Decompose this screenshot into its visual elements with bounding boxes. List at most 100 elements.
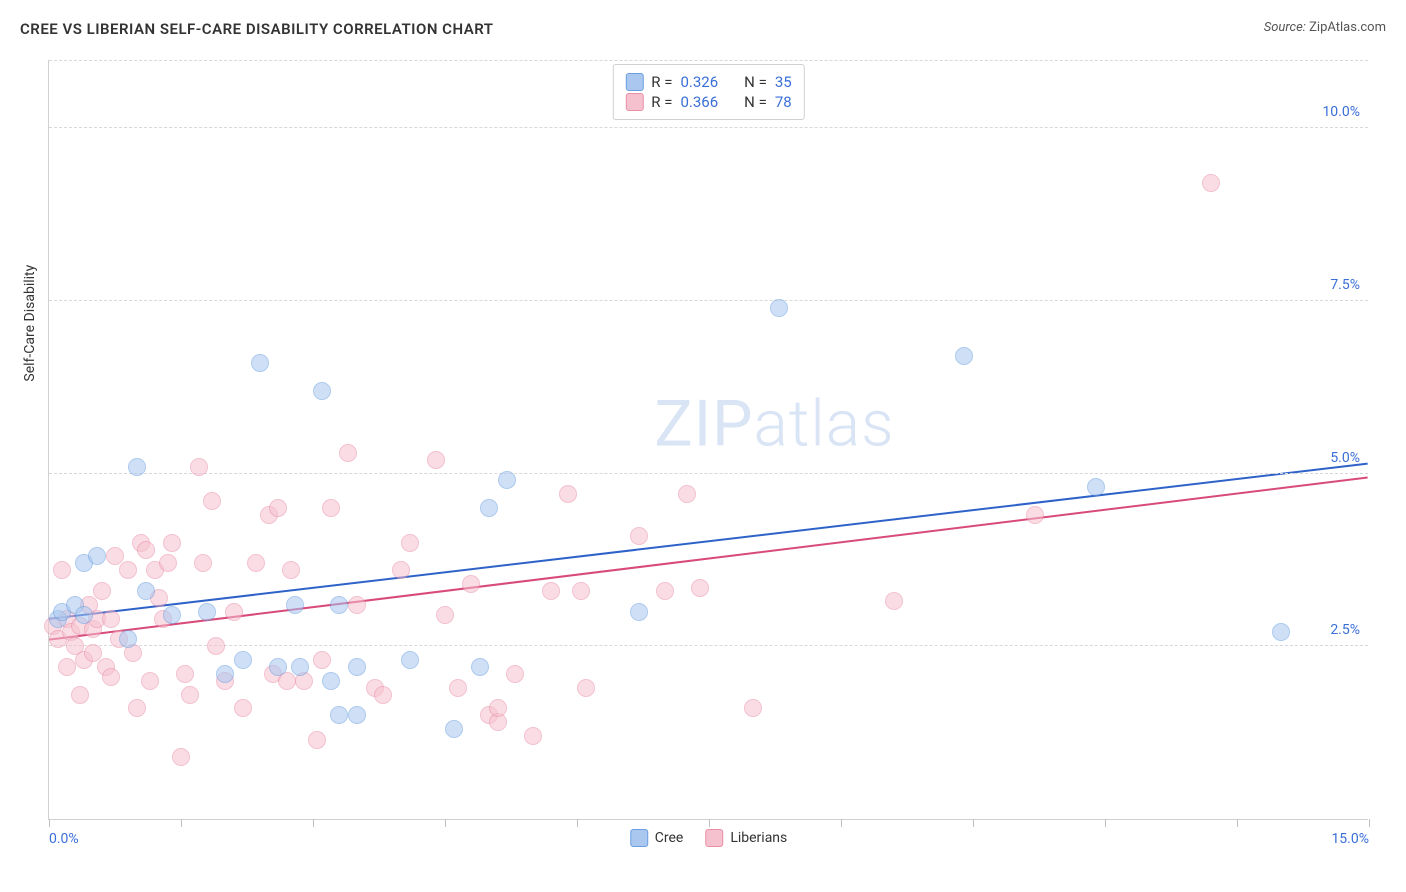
x-tick	[1237, 819, 1238, 827]
data-point	[176, 665, 194, 683]
data-point	[559, 485, 577, 503]
data-point	[656, 582, 674, 600]
data-point	[71, 686, 89, 704]
data-point	[181, 686, 199, 704]
data-point	[247, 554, 265, 572]
data-point	[234, 651, 252, 669]
legend-swatch	[625, 73, 643, 91]
data-point	[1087, 478, 1105, 496]
data-point	[471, 658, 489, 676]
data-point	[348, 596, 366, 614]
data-point	[234, 699, 252, 717]
data-point	[770, 299, 788, 317]
data-point	[102, 610, 120, 628]
data-point	[291, 658, 309, 676]
data-point	[401, 651, 419, 669]
data-point	[955, 347, 973, 365]
data-point	[348, 658, 366, 676]
y-tick-label: 5.0%	[1330, 450, 1360, 466]
data-point	[282, 561, 300, 579]
stats-legend: R =0.326N =35R =0.366N =78	[612, 64, 804, 120]
data-point	[322, 499, 340, 517]
gridline-h	[49, 300, 1368, 301]
y-tick-label: 2.5%	[1330, 622, 1360, 638]
data-point	[630, 603, 648, 621]
data-point	[330, 706, 348, 724]
data-point	[269, 658, 287, 676]
data-point	[449, 679, 467, 697]
gridline-h	[49, 473, 1368, 474]
series-legend: Cree Liberians	[630, 829, 788, 847]
data-point	[53, 561, 71, 579]
x-tick	[1105, 819, 1106, 827]
legend-label: Cree	[655, 830, 684, 846]
data-point	[427, 451, 445, 469]
data-point	[141, 672, 159, 690]
x-tick	[841, 819, 842, 827]
gridline-h	[49, 60, 1368, 61]
x-tick-label: 0.0%	[49, 831, 79, 847]
x-tick	[181, 819, 182, 827]
data-point	[137, 541, 155, 559]
data-point	[119, 630, 137, 648]
data-point	[163, 606, 181, 624]
r-value: 0.366	[680, 93, 718, 111]
y-tick-label: 7.5%	[1330, 277, 1360, 293]
data-point	[572, 582, 590, 600]
data-point	[190, 458, 208, 476]
data-point	[678, 485, 696, 503]
data-point	[313, 651, 331, 669]
data-point	[75, 606, 93, 624]
data-point	[885, 592, 903, 610]
r-value: 0.326	[680, 73, 718, 91]
legend-item: Cree	[630, 829, 684, 847]
data-point	[691, 579, 709, 597]
data-point	[269, 499, 287, 517]
n-value: 35	[775, 73, 792, 91]
data-point	[1202, 174, 1220, 192]
data-point	[128, 458, 146, 476]
data-point	[498, 471, 516, 489]
x-tick	[49, 819, 50, 827]
data-point	[744, 699, 762, 717]
source-attribution: Source: ZipAtlas.com	[1264, 20, 1386, 35]
data-point	[313, 382, 331, 400]
legend-swatch	[630, 829, 648, 847]
r-label: R =	[651, 73, 672, 91]
legend-label: Liberians	[730, 830, 787, 846]
chart-title: CREE VS LIBERIAN SELF-CARE DISABILITY CO…	[20, 20, 494, 38]
data-point	[207, 637, 225, 655]
data-point	[542, 582, 560, 600]
data-point	[524, 727, 542, 745]
stats-legend-row: R =0.366N =78	[625, 93, 791, 111]
data-point	[462, 575, 480, 593]
data-point	[480, 499, 498, 517]
data-point	[163, 534, 181, 552]
data-point	[251, 354, 269, 372]
data-point	[374, 686, 392, 704]
n-value: 78	[775, 93, 792, 111]
data-point	[203, 492, 221, 510]
data-point	[225, 603, 243, 621]
legend-swatch	[625, 93, 643, 111]
data-point	[489, 699, 507, 717]
legend-item: Liberians	[705, 829, 787, 847]
data-point	[392, 561, 410, 579]
data-point	[88, 547, 106, 565]
data-point	[630, 527, 648, 545]
data-point	[436, 606, 454, 624]
x-tick	[973, 819, 974, 827]
data-point	[506, 665, 524, 683]
x-tick	[1369, 819, 1370, 827]
y-axis-title: Self-Care Disability	[22, 265, 38, 382]
data-point	[322, 672, 340, 690]
data-point	[172, 748, 190, 766]
data-point	[1026, 506, 1044, 524]
n-label: N =	[744, 93, 767, 111]
gridline-h	[49, 127, 1368, 128]
trend-line	[49, 464, 1367, 619]
data-point	[128, 699, 146, 717]
y-tick-label: 10.0%	[1322, 104, 1360, 120]
n-label: N =	[744, 73, 767, 91]
x-tick	[313, 819, 314, 827]
